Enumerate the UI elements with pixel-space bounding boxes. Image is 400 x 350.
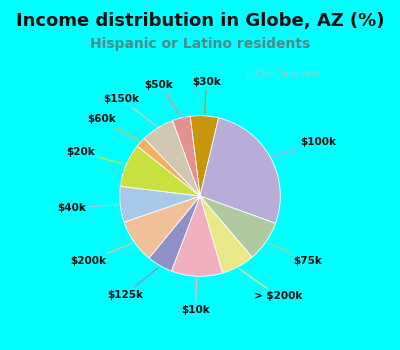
Text: $30k: $30k xyxy=(192,77,221,113)
Wedge shape xyxy=(137,138,200,196)
Text: Income distribution in Globe, AZ (%): Income distribution in Globe, AZ (%) xyxy=(16,12,384,30)
Text: Hispanic or Latino residents: Hispanic or Latino residents xyxy=(90,37,310,51)
Text: $50k: $50k xyxy=(145,80,181,116)
Wedge shape xyxy=(144,120,200,196)
Text: $125k: $125k xyxy=(107,267,158,300)
Wedge shape xyxy=(200,196,252,273)
Wedge shape xyxy=(200,118,280,223)
Wedge shape xyxy=(149,196,200,271)
Wedge shape xyxy=(200,196,276,257)
Text: $150k: $150k xyxy=(104,94,156,126)
Text: $40k: $40k xyxy=(58,203,118,213)
Text: ⓘ City-Data.com: ⓘ City-Data.com xyxy=(247,70,320,79)
Wedge shape xyxy=(124,196,200,258)
Text: $20k: $20k xyxy=(66,147,124,164)
Text: > $200k: > $200k xyxy=(239,269,302,301)
Text: $10k: $10k xyxy=(181,279,210,315)
Wedge shape xyxy=(120,186,200,222)
Text: $100k: $100k xyxy=(273,137,336,157)
Text: $75k: $75k xyxy=(268,243,322,266)
Wedge shape xyxy=(190,116,219,196)
Wedge shape xyxy=(120,146,200,196)
Text: $200k: $200k xyxy=(70,243,132,266)
Wedge shape xyxy=(172,116,200,196)
Text: $60k: $60k xyxy=(87,114,139,140)
Wedge shape xyxy=(172,196,222,276)
